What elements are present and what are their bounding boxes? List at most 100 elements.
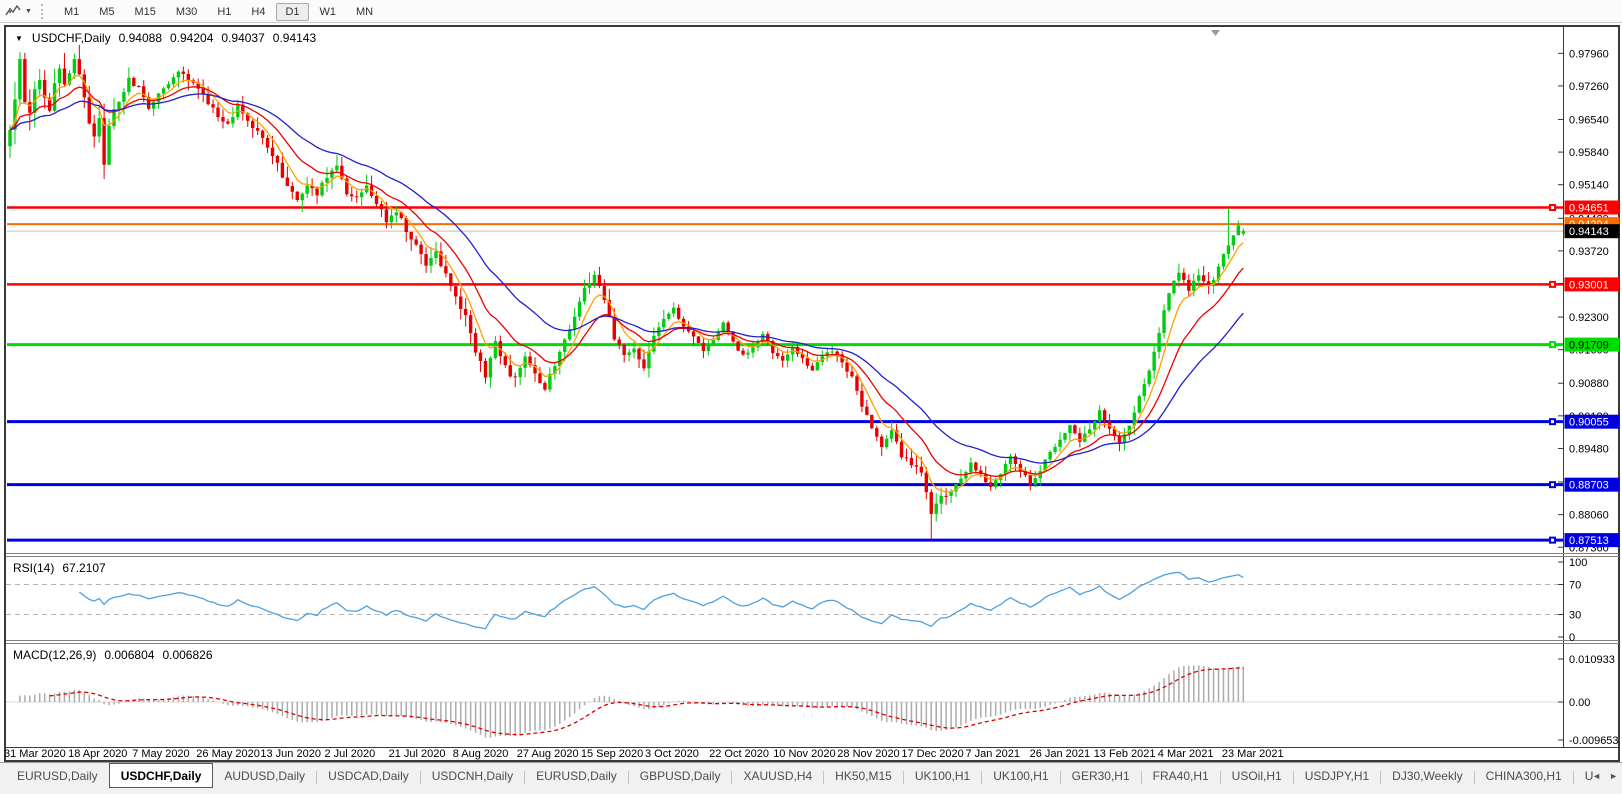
- tab-USDCNH-Daily[interactable]: USDCNH,Daily: [431, 769, 514, 783]
- tab-separator: [1380, 771, 1382, 784]
- date-label: 31 Mar 2020: [4, 748, 66, 760]
- price-badge-0.94651: 0.94651: [1569, 203, 1609, 215]
- rsi-tick: 100: [1569, 557, 1587, 569]
- timeframe-button-H1[interactable]: H1: [217, 6, 232, 18]
- tabs-container: EURUSD,Daily USDCHF,Daily AUDUSD,Daily USDC…: [6, 763, 1598, 791]
- line-studies-icon: [5, 4, 21, 16]
- tab-scroll-right-icon[interactable]: ►: [1609, 771, 1618, 781]
- tab-scroll-left-icon[interactable]: ◄: [1592, 771, 1602, 781]
- tab-CHINA300-H1[interactable]: CHINA300,H1: [1485, 769, 1562, 783]
- timeframe-button-M1[interactable]: M1: [63, 6, 80, 18]
- tab-HK50-M15[interactable]: HK50,M15: [835, 769, 892, 783]
- date-label: 10 Nov 2020: [773, 748, 835, 760]
- window-frame: [4, 25, 1620, 762]
- tab-separator: [1059, 771, 1061, 784]
- date-label: 13 Jun 2020: [260, 748, 321, 760]
- tab-AUDUSD-Daily[interactable]: AUDUSD,Daily: [224, 769, 306, 783]
- macd-pane[interactable]: 0.010933 0.00 -0.009653: [6, 654, 1619, 747]
- symbol-tabbar: EURUSD,Daily USDCHF,Daily AUDUSD,Daily USDC…: [0, 762, 1622, 794]
- price-tick: 0.88060: [1569, 510, 1609, 522]
- price-badge-0.91709: 0.91709: [1569, 340, 1609, 352]
- macd-value-main: 0.006804: [104, 648, 155, 662]
- date-label: 8 Aug 2020: [453, 748, 509, 760]
- tab-separator: [1572, 771, 1574, 784]
- time-axis[interactable]: 31 Mar 2020 18 Apr 2020 7 May 2020 26 May 2…: [4, 748, 1284, 760]
- macd-value-signal: 0.006826: [162, 648, 213, 662]
- date-label: 27 Aug 2020: [517, 748, 579, 760]
- tab-EURUSD-Daily[interactable]: EURUSD,Daily: [17, 769, 98, 783]
- date-label: 26 Jan 2021: [1030, 748, 1091, 760]
- timeframe-button-M5[interactable]: M5: [99, 6, 115, 18]
- macd-name: MACD(12,26,9): [13, 648, 97, 662]
- tab-DJ30-Weekly[interactable]: DJ30,Weekly: [1392, 769, 1463, 783]
- date-label: 13 Feb 2021: [1094, 748, 1156, 760]
- timeframe-button-M15[interactable]: M15: [134, 6, 156, 18]
- price-badge-0.90055: 0.90055: [1569, 417, 1609, 429]
- tab-U[interactable]: U: [1584, 769, 1594, 783]
- date-label: 28 Nov 2020: [837, 748, 899, 760]
- tab-USDJPY-H1[interactable]: USDJPY,H1: [1304, 769, 1370, 783]
- dropdown-caret-icon[interactable]: ▼: [25, 7, 32, 15]
- price-badge-0.94143: 0.94143: [1569, 226, 1609, 238]
- tab-separator: [902, 771, 904, 784]
- chart-shift-marker-icon[interactable]: [1211, 30, 1220, 36]
- date-label: 7 Jan 2021: [966, 748, 1020, 760]
- collapse-icon[interactable]: ▼: [15, 33, 23, 43]
- price-badge-0.93001: 0.93001: [1569, 279, 1609, 291]
- date-label: 23 Mar 2021: [1222, 748, 1284, 760]
- header-symbol: USDCHF,Daily: [31, 31, 111, 45]
- price-tick: 0.96540: [1569, 114, 1609, 126]
- header-low: 0.94037: [221, 31, 265, 45]
- tab-separator: [419, 771, 421, 784]
- date-label: 15 Sep 2020: [581, 748, 643, 760]
- tab-UK100-H1[interactable]: UK100,H1: [993, 769, 1049, 783]
- tab-separator: [524, 771, 526, 784]
- price-tick: 0.95140: [1569, 180, 1609, 192]
- tab-separator: [1140, 771, 1142, 784]
- timeframe-button-D1[interactable]: D1: [276, 3, 309, 21]
- rsi-pane[interactable]: 100 70 30 0: [6, 557, 1587, 644]
- tab-separator: [981, 771, 983, 784]
- date-label: 4 Mar 2021: [1158, 748, 1214, 760]
- tab-GBPUSD-Daily[interactable]: GBPUSD,Daily: [639, 769, 721, 783]
- axis-badges: 0.946510.942940.930010.917090.900550.887…: [1564, 200, 1620, 548]
- rsi-tick: 0: [1569, 632, 1575, 644]
- price-badge-0.87513: 0.87513: [1569, 535, 1609, 547]
- timeframe-button-MN[interactable]: MN: [356, 6, 374, 18]
- price-tick: 0.90880: [1569, 378, 1609, 390]
- toolbar-grip[interactable]: [40, 3, 46, 19]
- tab-UK100-H1[interactable]: UK100,H1: [914, 769, 971, 783]
- tab-FRA40-H1[interactable]: FRA40,H1: [1152, 769, 1209, 783]
- date-label: 18 Apr 2020: [68, 748, 127, 760]
- rsi-label: RSI(14) 67.2107: [13, 561, 106, 575]
- moving-averages: [9, 74, 1244, 493]
- ma-slow: [9, 93, 1244, 464]
- tab-GER30-H1[interactable]: GER30,H1: [1071, 769, 1130, 783]
- tab-separator: [1473, 771, 1475, 784]
- macd-signal-line: [49, 667, 1244, 736]
- price-tick: 0.93720: [1569, 246, 1609, 258]
- line-studies-button[interactable]: ▼: [5, 4, 32, 18]
- tab-USDCHF-Daily[interactable]: USDCHF,Daily: [108, 763, 214, 788]
- macd-tick: 0.010933: [1569, 654, 1615, 666]
- tab-USOil-H1[interactable]: USOil,H1: [1231, 769, 1282, 783]
- chart-header: ▼ USDCHF,Daily 0.94088 0.94204 0.94037 0…: [15, 31, 316, 45]
- header-close: 0.94143: [272, 31, 317, 45]
- macd-tick: -0.009653: [1569, 735, 1619, 747]
- tab-EURUSD-Daily[interactable]: EURUSD,Daily: [536, 769, 617, 783]
- candles[interactable]: [8, 44, 1245, 540]
- timeframe-button-H4[interactable]: H4: [251, 6, 266, 18]
- tab-USDCAD-Daily[interactable]: USDCAD,Daily: [328, 769, 409, 783]
- horizontal-lines[interactable]: [7, 204, 1563, 544]
- rsi-tick: 30: [1569, 610, 1581, 622]
- date-label: 3 Oct 2020: [645, 748, 699, 760]
- ma-medium: [9, 86, 1244, 477]
- tab-XAUUSD-H4[interactable]: XAUUSD,H4: [743, 769, 813, 783]
- timeframe-button-W1[interactable]: W1: [319, 6, 337, 18]
- tab-separator: [1292, 771, 1294, 784]
- timeframe-button-M30[interactable]: M30: [175, 6, 198, 18]
- price-tick: 0.97260: [1569, 81, 1609, 93]
- rsi-name: RSI(14): [13, 561, 55, 575]
- macd-label: MACD(12,26,9) 0.006804 0.006826: [13, 648, 213, 662]
